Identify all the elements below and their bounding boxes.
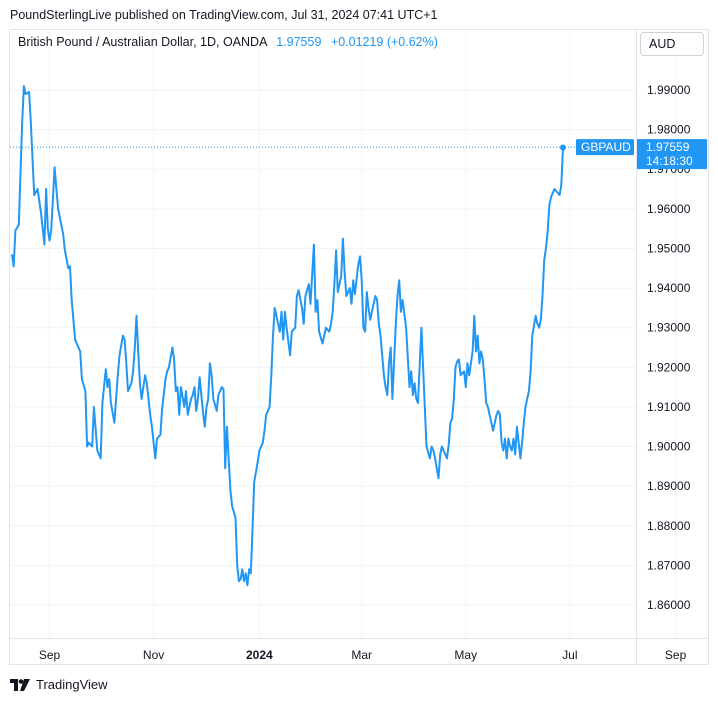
y-tick-label: 1.88000 [647, 519, 691, 533]
x-tick-label: Nov [143, 648, 164, 662]
x-tick-label: 2024 [246, 648, 273, 662]
x-tick-label: Mar [351, 648, 372, 662]
footer-brand[interactable]: TradingView [10, 677, 108, 692]
x-tick-label: Sep [39, 648, 61, 662]
legend-change: +0.01219 (+0.62%) [330, 35, 438, 49]
y-tick-label: 1.90000 [647, 440, 691, 454]
attribution-text: PoundSterlingLive published on TradingVi… [10, 8, 438, 22]
symbol-label-bg [576, 139, 634, 156]
tradingview-logo-icon [10, 678, 30, 691]
last-price-marker [560, 144, 566, 151]
x-tick-label: Sep [665, 648, 687, 662]
x-tick-label: Jul [562, 648, 577, 662]
series-line-gbpaud [11, 85, 564, 587]
legend-symbol: British Pound / Australian Dollar, 1D, O… [18, 35, 267, 49]
time-axis: Sep Nov 2024 Mar May Jul Sep [39, 648, 687, 662]
y-tick-label: 1.92000 [647, 360, 691, 374]
currency-button[interactable]: AUD [640, 32, 704, 56]
legend-last-price: 1.97559 [276, 35, 322, 49]
price-label: GBPAUD 1.97559 14:18:30 [576, 139, 707, 170]
symbol-label: GBPAUD [581, 140, 631, 154]
y-tick-label: 1.98000 [647, 123, 691, 137]
price-label-value: 1.97559 [646, 140, 690, 154]
price-label-bg [637, 139, 707, 170]
grid-lines [9, 29, 709, 665]
footer-brand-text: TradingView [36, 677, 108, 692]
y-tick-label: 1.91000 [647, 400, 691, 414]
y-tick-label: 1.89000 [647, 479, 691, 493]
chart-legend: British Pound / Australian Dollar, 1D, O… [18, 35, 438, 49]
y-tick-label: 1.87000 [647, 558, 691, 572]
y-tick-label: 1.93000 [647, 321, 691, 335]
y-tick-label: 1.96000 [647, 202, 691, 216]
y-tick-label: 1.86000 [647, 598, 691, 612]
y-tick-label: 1.95000 [647, 241, 691, 255]
y-tick-label: 1.94000 [647, 281, 691, 295]
y-tick-label: 1.99000 [647, 83, 691, 97]
x-tick-label: May [454, 648, 477, 662]
countdown-label: 14:18:30 [646, 154, 693, 168]
chart-frame [9, 29, 709, 665]
